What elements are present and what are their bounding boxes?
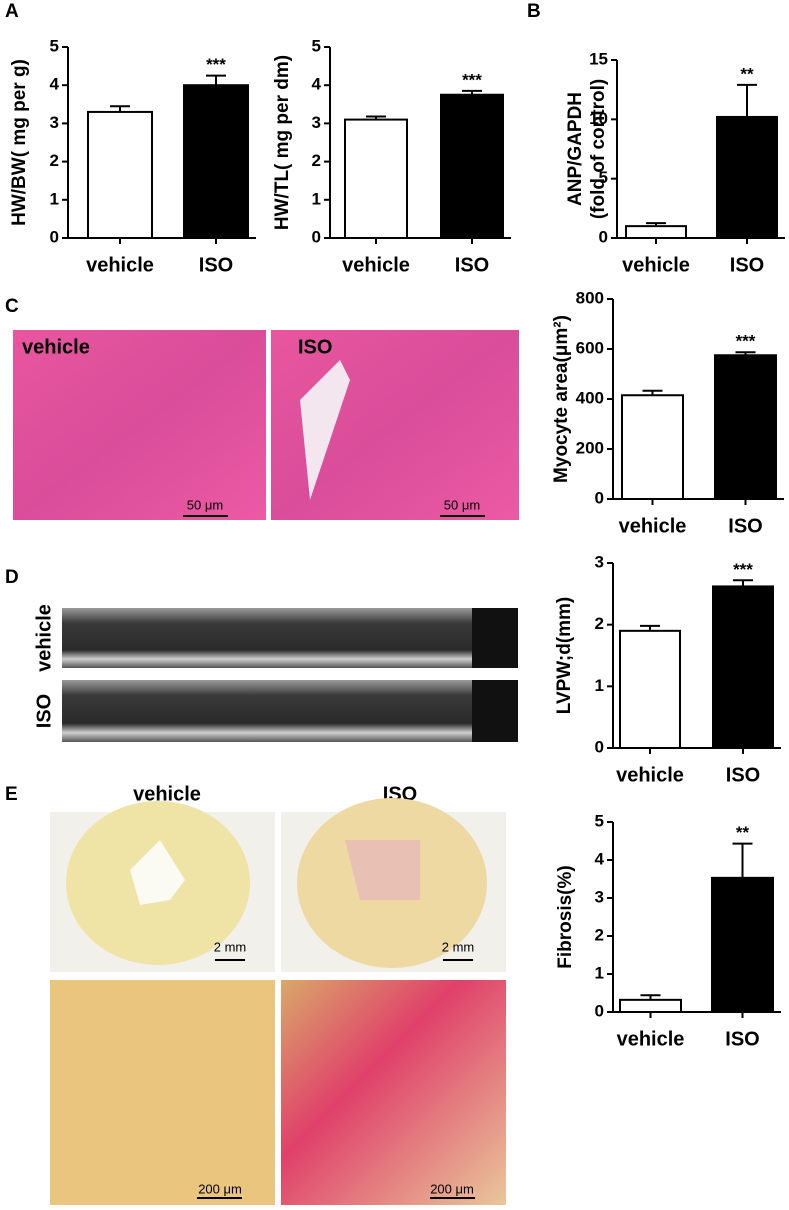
panel-letter: B bbox=[527, 1, 541, 22]
bar bbox=[440, 93, 504, 239]
significance: *** bbox=[736, 332, 756, 351]
y-tick-label: 1 bbox=[595, 963, 604, 982]
x-tick-label: ISO bbox=[728, 515, 762, 537]
bar bbox=[344, 118, 408, 239]
bar bbox=[625, 225, 687, 239]
y-tick-label: 4 bbox=[595, 849, 605, 868]
y-axis-label: HW/TL( mg per dm) bbox=[272, 55, 293, 230]
panel-letter: D bbox=[5, 567, 19, 588]
x-tick-label: vehicle bbox=[622, 254, 690, 276]
scale-label: 50 μm bbox=[444, 497, 480, 512]
x-tick-label: vehicle bbox=[342, 254, 410, 276]
x-tick-label: vehicle bbox=[86, 254, 154, 276]
y-tick-label: 0 bbox=[595, 1001, 604, 1020]
bar bbox=[716, 115, 778, 239]
y-tick-label: 800 bbox=[576, 288, 604, 307]
echo-image bbox=[62, 680, 518, 742]
y-axis-label: ANP/GAPDH bbox=[565, 92, 586, 206]
y-tick-label: 3 bbox=[595, 887, 604, 906]
echo-image bbox=[62, 608, 518, 668]
image-label: ISO bbox=[298, 336, 332, 358]
y-tick-label: 2 bbox=[595, 614, 604, 633]
scale-label: 200 μm bbox=[430, 1181, 474, 1196]
significance: ** bbox=[736, 823, 750, 842]
y-tick-label: 5 bbox=[595, 811, 604, 830]
echo-scale bbox=[472, 608, 518, 668]
bar bbox=[621, 394, 684, 500]
y-tick-label: 5 bbox=[312, 36, 321, 55]
x-tick-label: ISO bbox=[455, 254, 489, 276]
echo-scale bbox=[472, 680, 518, 742]
y-tick-label: 400 bbox=[576, 388, 604, 407]
bar bbox=[183, 84, 249, 239]
image-label: vehicle bbox=[22, 336, 90, 358]
y-axis-label: HW/BW( mg per g) bbox=[9, 59, 30, 226]
tissue-gap bbox=[300, 360, 350, 500]
y-tick-label: 2 bbox=[312, 151, 321, 170]
panel-letter: A bbox=[5, 1, 19, 22]
x-tick-label: ISO bbox=[725, 1028, 759, 1050]
image-label: vehicle bbox=[33, 604, 55, 672]
y-tick-label: 15 bbox=[589, 49, 608, 68]
y-tick-label: 1 bbox=[595, 676, 604, 695]
sirius-image bbox=[281, 980, 506, 1205]
scale-label: 2 mm bbox=[214, 939, 247, 954]
bar bbox=[714, 354, 777, 500]
y-tick-label: 0 bbox=[312, 227, 321, 246]
y-tick-label: 2 bbox=[595, 925, 604, 944]
y-tick-label: 0 bbox=[595, 737, 604, 756]
x-tick-label: vehicle bbox=[619, 515, 687, 537]
x-tick-label: ISO bbox=[199, 254, 233, 276]
y-axis-label: Fibrosis(%) bbox=[555, 865, 576, 968]
panel-letter: E bbox=[5, 784, 18, 805]
image-label: ISO bbox=[33, 694, 55, 728]
significance: *** bbox=[206, 55, 226, 74]
y-tick-label: 4 bbox=[312, 75, 322, 94]
x-tick-label: ISO bbox=[730, 254, 764, 276]
bar bbox=[712, 585, 774, 750]
scale-label: 2 mm bbox=[442, 939, 475, 954]
y-tick-label: 3 bbox=[595, 552, 604, 571]
y-axis-label: (fold of control) bbox=[588, 79, 609, 219]
y-tick-label: 3 bbox=[312, 113, 321, 132]
scale-label: 200 μm bbox=[198, 1181, 242, 1196]
panel-letters: A B C D E bbox=[5, 1, 541, 805]
sirius-image bbox=[50, 980, 275, 1205]
y-tick-label: 2 bbox=[50, 151, 59, 170]
x-tick-label: vehicle bbox=[616, 764, 684, 786]
x-tick-label: vehicle bbox=[617, 1028, 685, 1050]
y-tick-label: 1 bbox=[312, 189, 321, 208]
y-tick-label: 0 bbox=[599, 227, 608, 246]
y-tick-label: 1 bbox=[50, 189, 59, 208]
y-tick-label: 5 bbox=[50, 36, 59, 55]
scale-label: 50 μm bbox=[187, 497, 223, 512]
significance: *** bbox=[733, 560, 753, 579]
y-tick-label: 0 bbox=[595, 488, 604, 507]
y-tick-label: 0 bbox=[50, 227, 59, 246]
y-tick-label: 4 bbox=[50, 75, 60, 94]
x-tick-label: ISO bbox=[726, 764, 760, 786]
y-axis-label: LVPW;d(mm) bbox=[554, 597, 575, 715]
he-image bbox=[13, 330, 266, 520]
lumen bbox=[130, 840, 185, 905]
y-tick-label: 10 bbox=[589, 109, 608, 128]
y-tick-label: 200 bbox=[576, 438, 604, 457]
bar bbox=[711, 876, 774, 1013]
bar bbox=[619, 629, 681, 749]
bar bbox=[619, 998, 682, 1014]
significance: *** bbox=[462, 70, 482, 89]
fibrosis-region bbox=[345, 840, 420, 900]
y-tick-label: 5 bbox=[599, 168, 608, 187]
y-tick-label: 3 bbox=[50, 113, 59, 132]
y-axis-label: Myocyte area(μm²) bbox=[551, 315, 572, 483]
y-tick-label: 600 bbox=[576, 338, 604, 357]
significance: ** bbox=[740, 64, 754, 83]
bar bbox=[87, 110, 153, 239]
image-label: vehicle bbox=[133, 783, 201, 805]
panel-letter: C bbox=[5, 296, 19, 317]
